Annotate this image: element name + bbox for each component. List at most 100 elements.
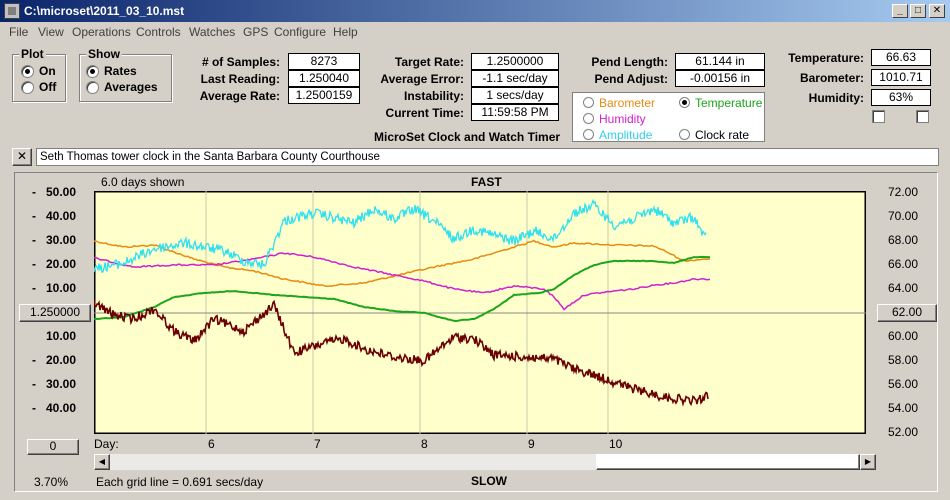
instability-value: 1 secs/day — [471, 87, 559, 104]
right-axis-label: 58.00 — [888, 353, 919, 367]
day-tick-label: 10 — [609, 437, 623, 451]
amplitude-label: Amplitude — [599, 128, 653, 142]
left-axis-label: 10.00 — [45, 329, 76, 343]
app-icon — [4, 3, 20, 19]
left-axis-label: -40.00 — [32, 401, 76, 415]
last-reading-value: 1.250040 — [288, 70, 360, 87]
humidity-radio[interactable] — [583, 113, 594, 124]
day-tick-label: 6 — [208, 437, 215, 451]
left-axis-label: -30.00 — [32, 377, 76, 391]
left-axis-label: -20.00 — [32, 257, 76, 271]
right-axis-label: 52.00 — [888, 425, 919, 439]
humidity-label-env: Humidity: — [808, 91, 864, 105]
day-tick-label: 7 — [314, 437, 321, 451]
menu-controls[interactable]: Controls — [136, 25, 181, 39]
temperature-value: 66.63 — [871, 49, 931, 66]
left-axis-label: -20.00 — [32, 353, 76, 367]
zoom-level: 3.70% — [34, 475, 69, 489]
app-caption: MicroSet Clock and Watch Timer — [374, 130, 561, 144]
menu-operations[interactable]: Operations — [72, 25, 131, 39]
show-rates-label: Rates — [104, 64, 137, 78]
description-input[interactable]: Seth Thomas tower clock in the Santa Bar… — [36, 148, 939, 166]
temperature-label: Temperature — [695, 96, 763, 110]
center-rate-button[interactable]: 1.250000 — [19, 304, 91, 322]
series-group — [94, 198, 711, 407]
scroll-left-button[interactable]: ◀ — [94, 454, 110, 470]
show-group-title: Show — [86, 47, 122, 61]
menu-help[interactable]: Help — [333, 25, 358, 39]
clock-rate-radio[interactable] — [679, 129, 690, 140]
grid-note: Each grid line = 0.691 secs/day — [96, 475, 264, 489]
right-axis-label: 72.00 — [888, 185, 919, 199]
clock-rate-series — [94, 299, 709, 407]
show-averages-radio[interactable] — [86, 81, 99, 94]
instability-label: Instability: — [403, 89, 464, 103]
fast-label: FAST — [471, 175, 502, 189]
right-axis-label: 60.00 — [888, 329, 919, 343]
barometer-series — [94, 239, 711, 287]
menu-gps[interactable]: GPS — [243, 25, 269, 39]
gridlines — [94, 191, 866, 434]
humidity-label: Humidity — [599, 112, 646, 126]
current-time-value: 11:59:58 PM — [471, 104, 559, 121]
title-bar: C:\microset\2011_03_10.mst _ □ ✕ — [0, 0, 950, 22]
average-rate-label: Average Rate: — [199, 89, 280, 103]
plot-group: Plot On Off — [12, 47, 66, 102]
series-selector: Barometer Temperature Humidity Amplitude… — [572, 92, 765, 142]
barometer-label-env: Barometer: — [799, 71, 864, 85]
slow-label: SLOW — [471, 474, 507, 488]
window-title: C:\microset\2011_03_10.mst — [24, 4, 185, 18]
days-shown-label: 6.0 days shown — [101, 175, 185, 189]
menu-bar: File View Operations Controls Watches GP… — [0, 22, 950, 42]
zero-button[interactable]: 0 — [27, 439, 79, 455]
menu-file[interactable]: File — [9, 25, 29, 39]
average-rate-value: 1.2500159 — [288, 87, 360, 104]
barometer-value: 1010.71 — [871, 69, 931, 86]
right-axis-label: 54.00 — [888, 401, 919, 415]
target-rate-value: 1.2500000 — [471, 53, 559, 70]
temperature-radio[interactable] — [679, 97, 690, 108]
horizontal-scrollbar[interactable]: ◀ ▶ — [94, 454, 876, 470]
average-error-label: Average Error: — [380, 72, 464, 86]
humidity-series — [94, 252, 711, 311]
menu-configure[interactable]: Configure — [274, 25, 327, 39]
samples-value: 8273 — [288, 53, 360, 70]
target-rate-label: Target Rate: — [394, 55, 464, 69]
humidity-value: 63% — [871, 89, 931, 106]
left-axis-label: -10.00 — [32, 281, 76, 295]
show-group: Show Rates Averages — [79, 47, 172, 102]
average-error-value: -1.1 sec/day — [471, 70, 559, 87]
temperature-series — [94, 255, 711, 323]
day-tick-label: 9 — [528, 437, 535, 451]
menu-watches[interactable]: Watches — [189, 25, 236, 39]
right-axis-label: 70.00 — [888, 209, 919, 223]
scroll-thumb[interactable] — [596, 454, 860, 470]
right-axis-label: 68.00 — [888, 233, 919, 247]
right-axis-label: 64.00 — [888, 281, 919, 295]
clock-rate-label: Clock rate — [695, 128, 750, 142]
show-averages-label: Averages — [104, 80, 158, 94]
checkbox-1[interactable] — [872, 110, 885, 123]
close-button[interactable]: ✕ — [929, 4, 945, 18]
barometer-radio[interactable] — [583, 97, 594, 108]
maximize-button[interactable]: □ — [910, 4, 926, 18]
right-axis-button[interactable]: 62.00 — [877, 304, 937, 322]
checkbox-2[interactable] — [916, 110, 929, 123]
amplitude-series — [94, 198, 707, 273]
clear-description-button[interactable]: ✕ — [12, 148, 32, 166]
plot-off-radio[interactable] — [21, 81, 34, 94]
plot-on-radio[interactable] — [21, 65, 34, 78]
minimize-button[interactable]: _ — [892, 4, 908, 18]
menu-view[interactable]: View — [38, 25, 64, 39]
temperature-label-env: Temperature: — [788, 51, 864, 65]
scroll-right-button[interactable]: ▶ — [860, 454, 876, 470]
barometer-label: Barometer — [599, 96, 656, 110]
plot-off-label: Off — [39, 80, 57, 94]
show-rates-radio[interactable] — [86, 65, 99, 78]
pend-adjust-value: -0.00156 in — [675, 70, 765, 87]
pend-length-value: 61.144 in — [675, 53, 765, 70]
amplitude-radio[interactable] — [583, 129, 594, 140]
day-tick-label: 8 — [421, 437, 428, 451]
left-axis-label: -30.00 — [32, 233, 76, 247]
plot-group-title: Plot — [19, 47, 46, 61]
